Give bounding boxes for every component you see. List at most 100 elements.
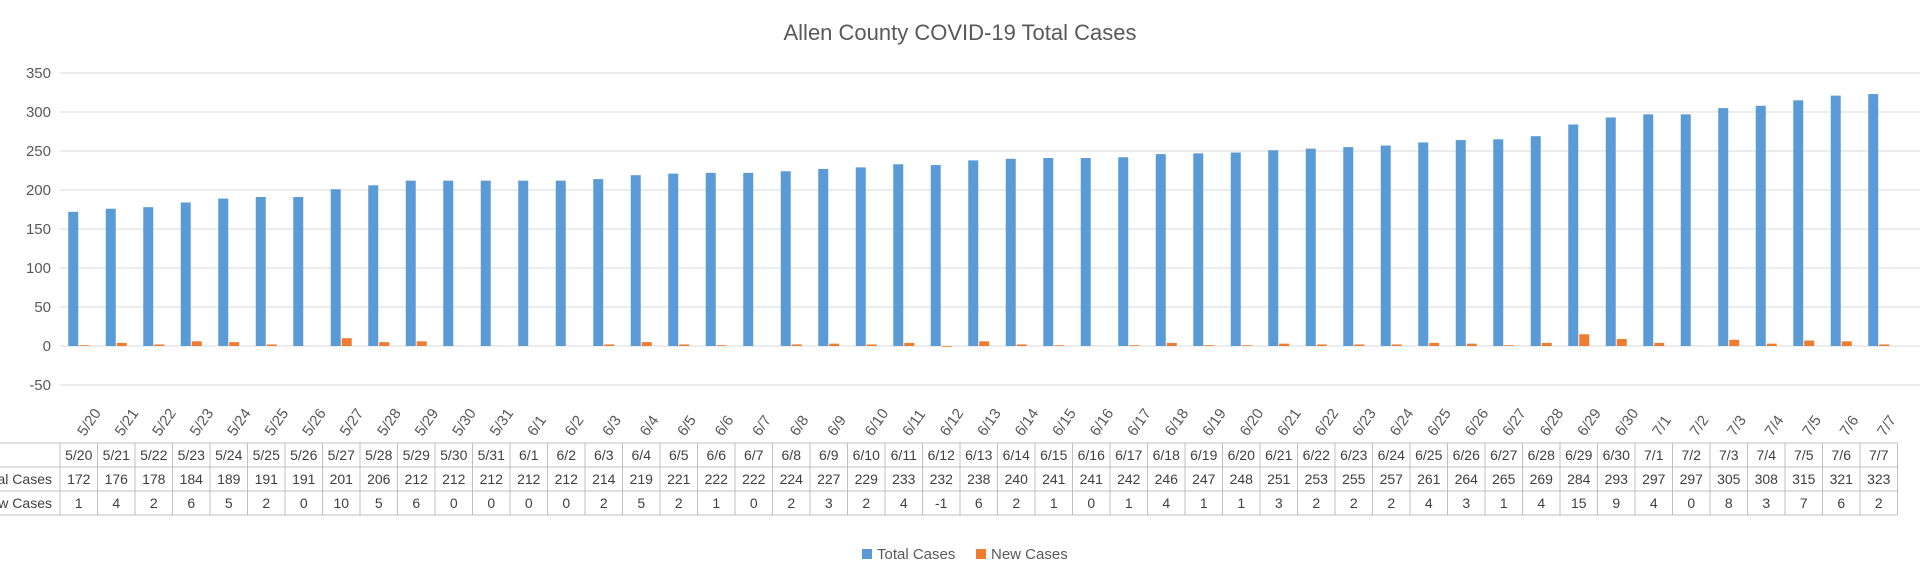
- table-header-cell: 7/4: [1757, 447, 1777, 463]
- bar-new-cases: [1616, 338, 1627, 346]
- table-cell: 233: [892, 471, 916, 487]
- table-cell: 1: [75, 495, 83, 511]
- table-header-cell: 5/23: [178, 447, 205, 463]
- y-axis: -50 0 50 100 150 200 250 300 350: [26, 65, 51, 394]
- table-header-cell: 5/30: [440, 447, 467, 463]
- bar-total-cases: [1155, 154, 1166, 346]
- x-tick-label: 6/5: [674, 412, 700, 439]
- table-cell: 0: [1687, 495, 1695, 511]
- table-cell: 241: [1080, 471, 1104, 487]
- bar-new-cases: [829, 343, 840, 346]
- x-tick-label: 6/6: [712, 412, 738, 439]
- x-tick-label: 6/28: [1537, 406, 1568, 440]
- x-tick-label: 6/23: [1349, 406, 1380, 440]
- x-tick-label: 5/21: [112, 406, 143, 440]
- table-cell: 2: [1350, 495, 1358, 511]
- table-header-cell: 6/4: [632, 447, 652, 463]
- table-cell: 251: [1267, 471, 1291, 487]
- table-cell: 6: [975, 495, 983, 511]
- table-header-cell: 6/25: [1415, 447, 1442, 463]
- x-tick-label: 6/12: [937, 406, 968, 440]
- x-tick-label: 5/22: [149, 406, 180, 440]
- x-axis: 5/20 5/21 5/22 5/23 5/24 5/25 5/26 5/27 5/28 5/29…: [74, 406, 1900, 440]
- table-cell: 2: [150, 495, 158, 511]
- bar-total-cases: [218, 198, 229, 346]
- x-tick-label: 6/13: [974, 406, 1005, 440]
- bar-total-cases: [1418, 142, 1429, 346]
- x-tick-label: 6/25: [1424, 406, 1455, 440]
- y-tick-label: 50: [34, 299, 51, 316]
- table-header-cell: 6/7: [744, 447, 764, 463]
- table-header-cell: 6/18: [1153, 447, 1180, 463]
- bar-new-cases: [1841, 341, 1852, 346]
- table-header-cell: 6/22: [1303, 447, 1330, 463]
- x-tick-label: 7/6: [1837, 412, 1863, 439]
- bar-new-cases: [1879, 344, 1890, 346]
- table-cell: 269: [1530, 471, 1554, 487]
- table-cell: 248: [1230, 471, 1254, 487]
- bar-new-cases: [1504, 345, 1515, 346]
- table-cell: 308: [1755, 471, 1779, 487]
- y-tick-label: 250: [26, 143, 51, 160]
- bar-total-cases: [968, 160, 979, 346]
- table-cell: 2: [1012, 495, 1020, 511]
- table-header-cell: 6/30: [1603, 447, 1630, 463]
- data-table: 5/20 5/21 5/22 5/23 5/24 5/25 5/26 5/27 5/28 5/29…: [0, 442, 1898, 516]
- bar-total-cases: [1718, 108, 1729, 346]
- table-header-cell: 5/24: [215, 447, 242, 463]
- table-cell: 1: [1125, 495, 1133, 511]
- table-cell: 255: [1342, 471, 1366, 487]
- y-tick-label: 150: [26, 221, 51, 238]
- bar-new-cases: [679, 344, 690, 346]
- x-tick-label: 6/20: [1237, 406, 1268, 440]
- bar-total-cases: [143, 207, 154, 346]
- table-cell: 247: [1192, 471, 1216, 487]
- table-cell: 176: [105, 471, 129, 487]
- table-cell: 265: [1492, 471, 1516, 487]
- bar-total-cases: [1305, 148, 1316, 346]
- table-cell: 224: [780, 471, 804, 487]
- bar-total-cases: [1868, 94, 1879, 346]
- bar-total-cases: [518, 180, 529, 346]
- table-header-cell: 6/21: [1265, 447, 1292, 463]
- x-tick-label: 6/7: [749, 412, 775, 439]
- table-cell: 10: [333, 495, 349, 511]
- table-header-cell: 6/24: [1378, 447, 1405, 463]
- bar-new-cases: [1204, 345, 1215, 346]
- bar-new-cases: [116, 342, 127, 346]
- bar-total-cases: [180, 202, 191, 346]
- table-header-cell: 5/27: [328, 447, 355, 463]
- legend: Total Cases New Cases: [862, 546, 1068, 563]
- bar-total-cases: [330, 189, 341, 346]
- bar-new-cases: [1391, 344, 1402, 346]
- table-cell: 297: [1680, 471, 1704, 487]
- table-header-cell: 6/1: [519, 447, 539, 463]
- table-cell: 241: [1042, 471, 1066, 487]
- x-tick-label: 6/22: [1312, 406, 1343, 440]
- table-cell: 206: [367, 471, 391, 487]
- bar-new-cases: [866, 344, 877, 346]
- table-cell: 264: [1455, 471, 1479, 487]
- table-header-cell: 6/15: [1040, 447, 1067, 463]
- table-header-cell: 6/27: [1490, 447, 1517, 463]
- table-header-cell: 6/6: [707, 447, 727, 463]
- x-tick-label: 6/18: [1162, 406, 1193, 440]
- x-tick-label: 5/31: [487, 406, 518, 440]
- x-tick-label: 5/28: [374, 406, 405, 440]
- table-cell: 2: [862, 495, 870, 511]
- table-cell: 0: [1087, 495, 1095, 511]
- x-tick-label: 7/7: [1874, 412, 1900, 439]
- table-cell: 0: [450, 495, 458, 511]
- x-tick-label: 6/30: [1612, 406, 1643, 440]
- bar-new-cases: [1054, 345, 1065, 346]
- bar-total-cases: [1680, 114, 1691, 346]
- table-cell: 1: [712, 495, 720, 511]
- table-header-cell: 6/11: [891, 447, 917, 463]
- x-tick-label: 5/25: [262, 406, 293, 440]
- table-cell: 2: [262, 495, 270, 511]
- x-tick-label: 6/16: [1087, 406, 1118, 440]
- table-cell: 212: [480, 471, 504, 487]
- x-tick-label: 6/24: [1387, 406, 1418, 440]
- bar-new-cases: [416, 341, 427, 346]
- table-row-label: Total Cases: [0, 471, 52, 487]
